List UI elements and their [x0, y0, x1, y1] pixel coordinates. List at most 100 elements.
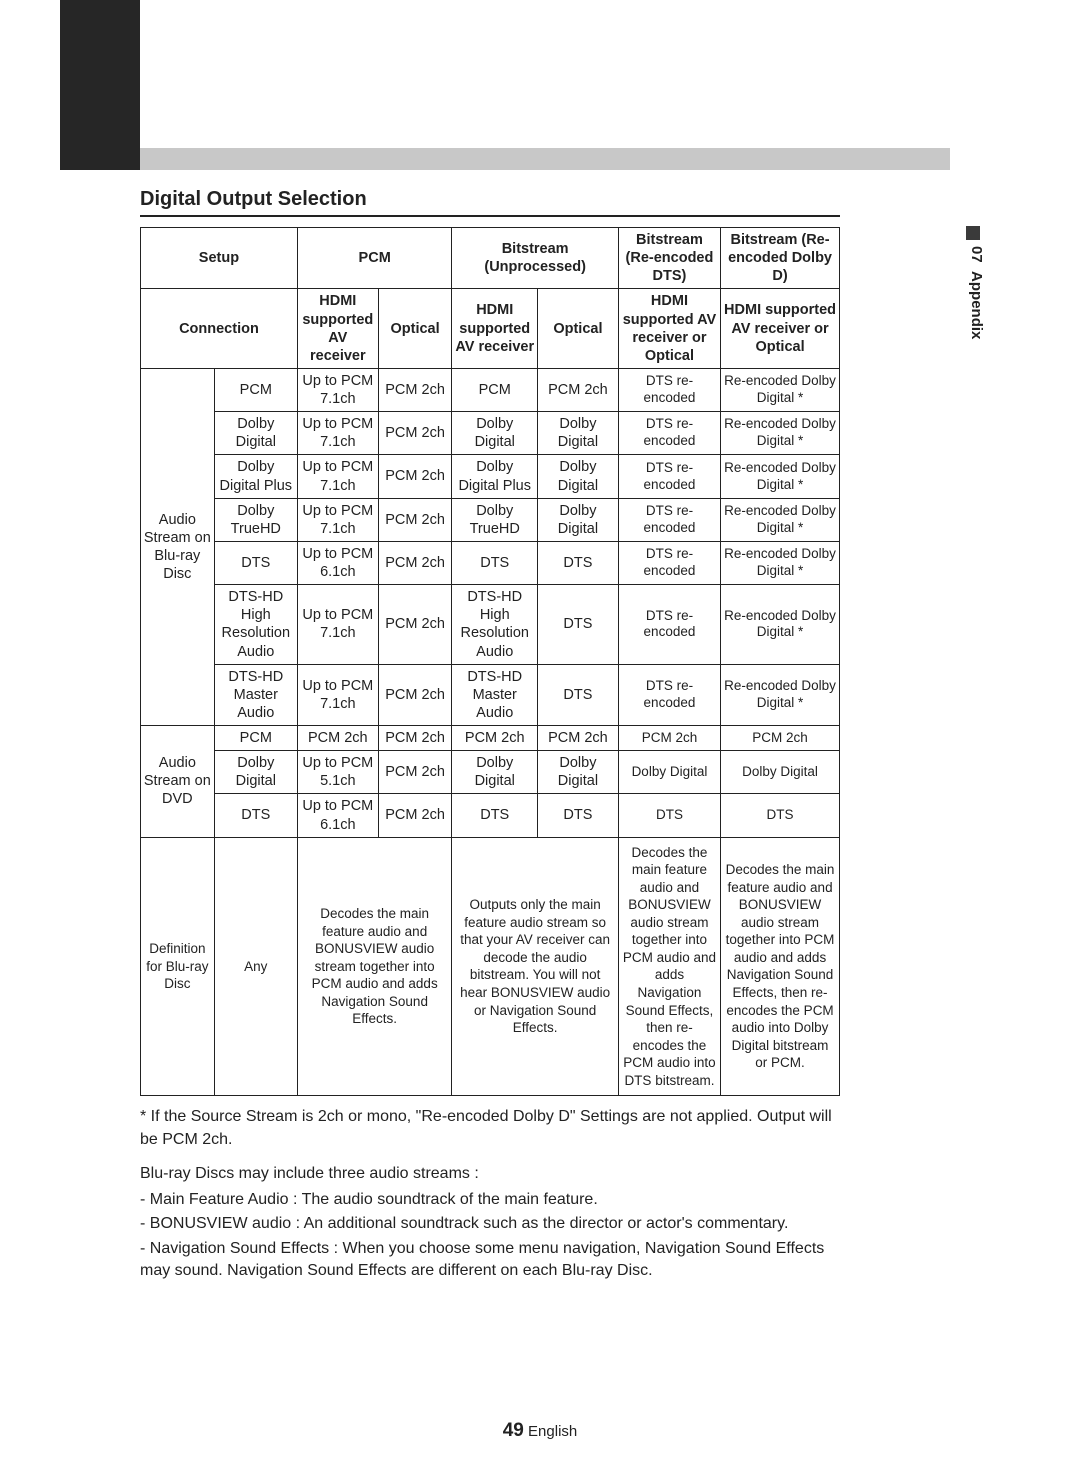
table-cell: DTS — [721, 794, 840, 837]
notes-intro: Blu-ray Discs may include three audio st… — [140, 1165, 840, 1183]
th-pcm: PCM — [297, 228, 452, 289]
rowgroup-label: Audio Stream on Blu-ray Disc — [141, 368, 215, 725]
table-cell: PCM 2ch — [378, 498, 452, 541]
table-cell: PCM — [452, 368, 538, 411]
table-cell: Dolby Digital — [538, 412, 619, 455]
table-cell: DTS — [452, 794, 538, 837]
table-cell: PCM 2ch — [378, 541, 452, 584]
th-bit-optical: Optical — [538, 289, 619, 369]
table-cell: Up to PCM 6.1ch — [297, 794, 378, 837]
table-cell: Dolby TrueHD — [214, 498, 297, 541]
table-cell: Up to PCM 7.1ch — [297, 664, 378, 725]
decoration-grey-bar — [140, 148, 950, 170]
table-cell: PCM 2ch — [538, 368, 619, 411]
section-title: Digital Output Selection — [140, 188, 840, 217]
table-cell: PCM — [214, 368, 297, 411]
table-cell: Re-encoded Dolby Digital * — [721, 541, 840, 584]
table-cell: PCM 2ch — [378, 455, 452, 498]
table-cell: Dolby Digital — [452, 412, 538, 455]
table-cell: Dolby Digital — [214, 751, 297, 794]
th-connection: Connection — [141, 289, 298, 369]
list-item: Navigation Sound Effects : When you choo… — [140, 1238, 840, 1283]
table-cell: Up to PCM 7.1ch — [297, 498, 378, 541]
page-lang: English — [528, 1423, 577, 1440]
th-bitstream-dolby: Bitstream (Re-encoded Dolby D) — [721, 228, 840, 289]
table-cell: PCM 2ch — [378, 664, 452, 725]
table-cell: Dolby Digital — [538, 751, 619, 794]
table-cell: DTS — [214, 794, 297, 837]
table-cell: DTS re-encoded — [618, 368, 720, 411]
table-cell: Dolby Digital Plus — [452, 455, 538, 498]
table-cell: PCM 2ch — [378, 751, 452, 794]
table-cell: PCM 2ch — [378, 794, 452, 837]
table-cell: PCM 2ch — [538, 726, 619, 751]
side-tab-text: Appendix — [968, 271, 985, 339]
table-cell: DTS — [618, 794, 720, 837]
footnote: * If the Source Stream is 2ch or mono, "… — [140, 1106, 840, 1151]
table-cell: Re-encoded Dolby Digital * — [721, 412, 840, 455]
table-cell: DTS-HD Master Audio — [452, 664, 538, 725]
table-cell: Up to PCM 7.1ch — [297, 412, 378, 455]
side-tab-marker — [966, 226, 980, 240]
table-cell: Dolby Digital — [721, 751, 840, 794]
table-cell: DTS — [538, 664, 619, 725]
table-cell: Up to PCM 7.1ch — [297, 455, 378, 498]
table-cell: Re-encoded Dolby Digital * — [721, 498, 840, 541]
table-cell: DTS — [214, 541, 297, 584]
def-pcm: Decodes the main feature audio and BONUS… — [297, 837, 452, 1096]
table-cell: DTS re-encoded — [618, 455, 720, 498]
table-cell: Up to PCM 7.1ch — [297, 585, 378, 665]
table-cell: Up to PCM 7.1ch — [297, 368, 378, 411]
page-number: 49 — [503, 1420, 524, 1441]
table-cell: PCM 2ch — [378, 368, 452, 411]
table-cell: Re-encoded Dolby Digital * — [721, 368, 840, 411]
th-pcm-optical: Optical — [378, 289, 452, 369]
table-cell: DTS re-encoded — [618, 498, 720, 541]
th-bit-hdmi: HDMI supported AV receiver — [452, 289, 538, 369]
table-cell: DTS — [538, 541, 619, 584]
page-footer: 49 English — [0, 1420, 1080, 1442]
def-dts: Decodes the main feature audio and BONUS… — [618, 837, 720, 1096]
rowgroup-label: Audio Stream on DVD — [141, 726, 215, 838]
table-cell: Dolby Digital — [452, 751, 538, 794]
table-cell: Dolby Digital — [538, 455, 619, 498]
table-cell: PCM 2ch — [378, 585, 452, 665]
def-bit: Outputs only the main feature audio stre… — [452, 837, 618, 1096]
th-dts-conn: HDMI supported AV receiver or Optical — [618, 289, 720, 369]
th-setup: Setup — [141, 228, 298, 289]
table-cell: Dolby Digital — [618, 751, 720, 794]
table-cell: PCM 2ch — [618, 726, 720, 751]
th-dolby-conn: HDMI supported AV receiver or Optical — [721, 289, 840, 369]
table-cell: DTS-HD Master Audio — [214, 664, 297, 725]
table-cell: Re-encoded Dolby Digital * — [721, 664, 840, 725]
table-cell: Dolby Digital — [214, 412, 297, 455]
list-item: Main Feature Audio : The audio soundtrac… — [140, 1189, 840, 1211]
rowgroup-def: Definition for Blu-ray Disc — [141, 837, 215, 1096]
table-cell: Re-encoded Dolby Digital * — [721, 585, 840, 665]
digital-output-table: Setup PCM Bitstream (Unprocessed) Bitstr… — [140, 227, 840, 1096]
table-cell: DTS re-encoded — [618, 412, 720, 455]
side-tab: 07 Appendix — [968, 246, 985, 339]
side-tab-number: 07 — [968, 246, 985, 263]
table-cell: DTS re-encoded — [618, 541, 720, 584]
table-cell: Dolby Digital — [538, 498, 619, 541]
table-cell: PCM 2ch — [297, 726, 378, 751]
table-cell: Dolby TrueHD — [452, 498, 538, 541]
table-cell: Up to PCM 5.1ch — [297, 751, 378, 794]
table-cell: PCM 2ch — [378, 726, 452, 751]
table-cell: DTS — [452, 541, 538, 584]
decoration-left-block — [60, 0, 140, 170]
table-cell: PCM 2ch — [721, 726, 840, 751]
th-bitstream-dts: Bitstream (Re-encoded DTS) — [618, 228, 720, 289]
th-pcm-hdmi: HDMI supported AV receiver — [297, 289, 378, 369]
def-fmt: Any — [214, 837, 297, 1096]
table-cell: Dolby Digital Plus — [214, 455, 297, 498]
th-bitstream-un: Bitstream (Unprocessed) — [452, 228, 618, 289]
table-cell: PCM — [214, 726, 297, 751]
table-cell: DTS re-encoded — [618, 664, 720, 725]
list-item: BONUSVIEW audio : An additional soundtra… — [140, 1213, 840, 1235]
table-cell: DTS — [538, 585, 619, 665]
table-cell: DTS — [538, 794, 619, 837]
table-cell: Re-encoded Dolby Digital * — [721, 455, 840, 498]
table-cell: DTS-HD High Resolution Audio — [452, 585, 538, 665]
